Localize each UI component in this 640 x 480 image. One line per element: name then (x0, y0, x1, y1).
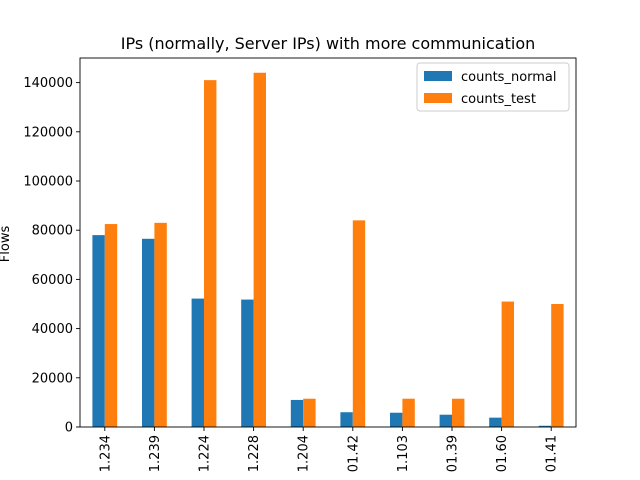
y-tick-label: 0 (65, 421, 73, 436)
bar-counts_test-6 (402, 398, 415, 427)
x-tick-label: 1.204 (297, 435, 312, 472)
x-tick-label: 01.41 (545, 435, 560, 472)
bar-counts_test-4 (303, 398, 316, 427)
legend-label-counts_normal: counts_normal (461, 70, 557, 85)
y-tick-label: 120000 (23, 125, 73, 140)
bar-counts_normal-1 (142, 238, 155, 427)
x-tick-label: 1.224 (198, 435, 213, 472)
x-tick-label: 1.239 (148, 435, 163, 472)
bar-counts_test-9 (551, 304, 564, 427)
bar-counts_normal-0 (92, 235, 105, 427)
legend-box (416, 62, 570, 112)
bar-counts_test-0 (104, 224, 118, 427)
y-tick-label: 40000 (32, 322, 73, 337)
x-tick-label: 01.60 (495, 435, 510, 472)
y-tick-label: 140000 (23, 76, 73, 91)
y-axis-label: Flows (0, 226, 13, 263)
legend-label-counts_test: counts_test (461, 92, 536, 107)
chart-title: IPs (normally, Server IPs) with more com… (121, 34, 536, 53)
bar-counts_test-5 (352, 220, 366, 427)
plot-frame (79, 57, 577, 428)
x-tick-label: 1.228 (247, 435, 262, 472)
x-tick-label: 1.234 (98, 435, 113, 472)
bar-counts_normal-5 (340, 412, 353, 427)
bar-counts_test-3 (253, 72, 266, 427)
y-tick-label: 80000 (32, 224, 73, 239)
legend-swatch-counts_test (424, 93, 452, 103)
bar-counts_test-7 (452, 398, 465, 427)
legend: counts_normal counts_test (416, 62, 570, 112)
bar-counts_test-2 (204, 80, 217, 427)
plot-area: 0 20000 40000 60000 80000 100000 120000 140000 1… (23, 57, 577, 472)
bar-counts_test-1 (154, 222, 167, 427)
y-tick-label: 100000 (23, 175, 73, 190)
bar-counts_normal-6 (390, 412, 403, 427)
bar-counts_normal-3 (241, 299, 254, 427)
bar-counts_normal-8 (489, 417, 502, 427)
legend-swatch-counts_normal (424, 71, 452, 81)
bar-counts_normal-2 (191, 298, 204, 427)
bar-counts_normal-4 (290, 399, 304, 427)
bar-counts_normal-7 (439, 414, 452, 427)
x-tick-label: 01.42 (346, 435, 361, 472)
bar-counts_test-8 (501, 301, 514, 427)
bar-counts_normal-9 (538, 425, 552, 427)
x-tick-label: 1.103 (396, 435, 411, 472)
y-tick-label: 60000 (32, 273, 73, 288)
y-tick-label: 20000 (32, 371, 73, 386)
x-tick-label: 01.39 (446, 435, 461, 472)
